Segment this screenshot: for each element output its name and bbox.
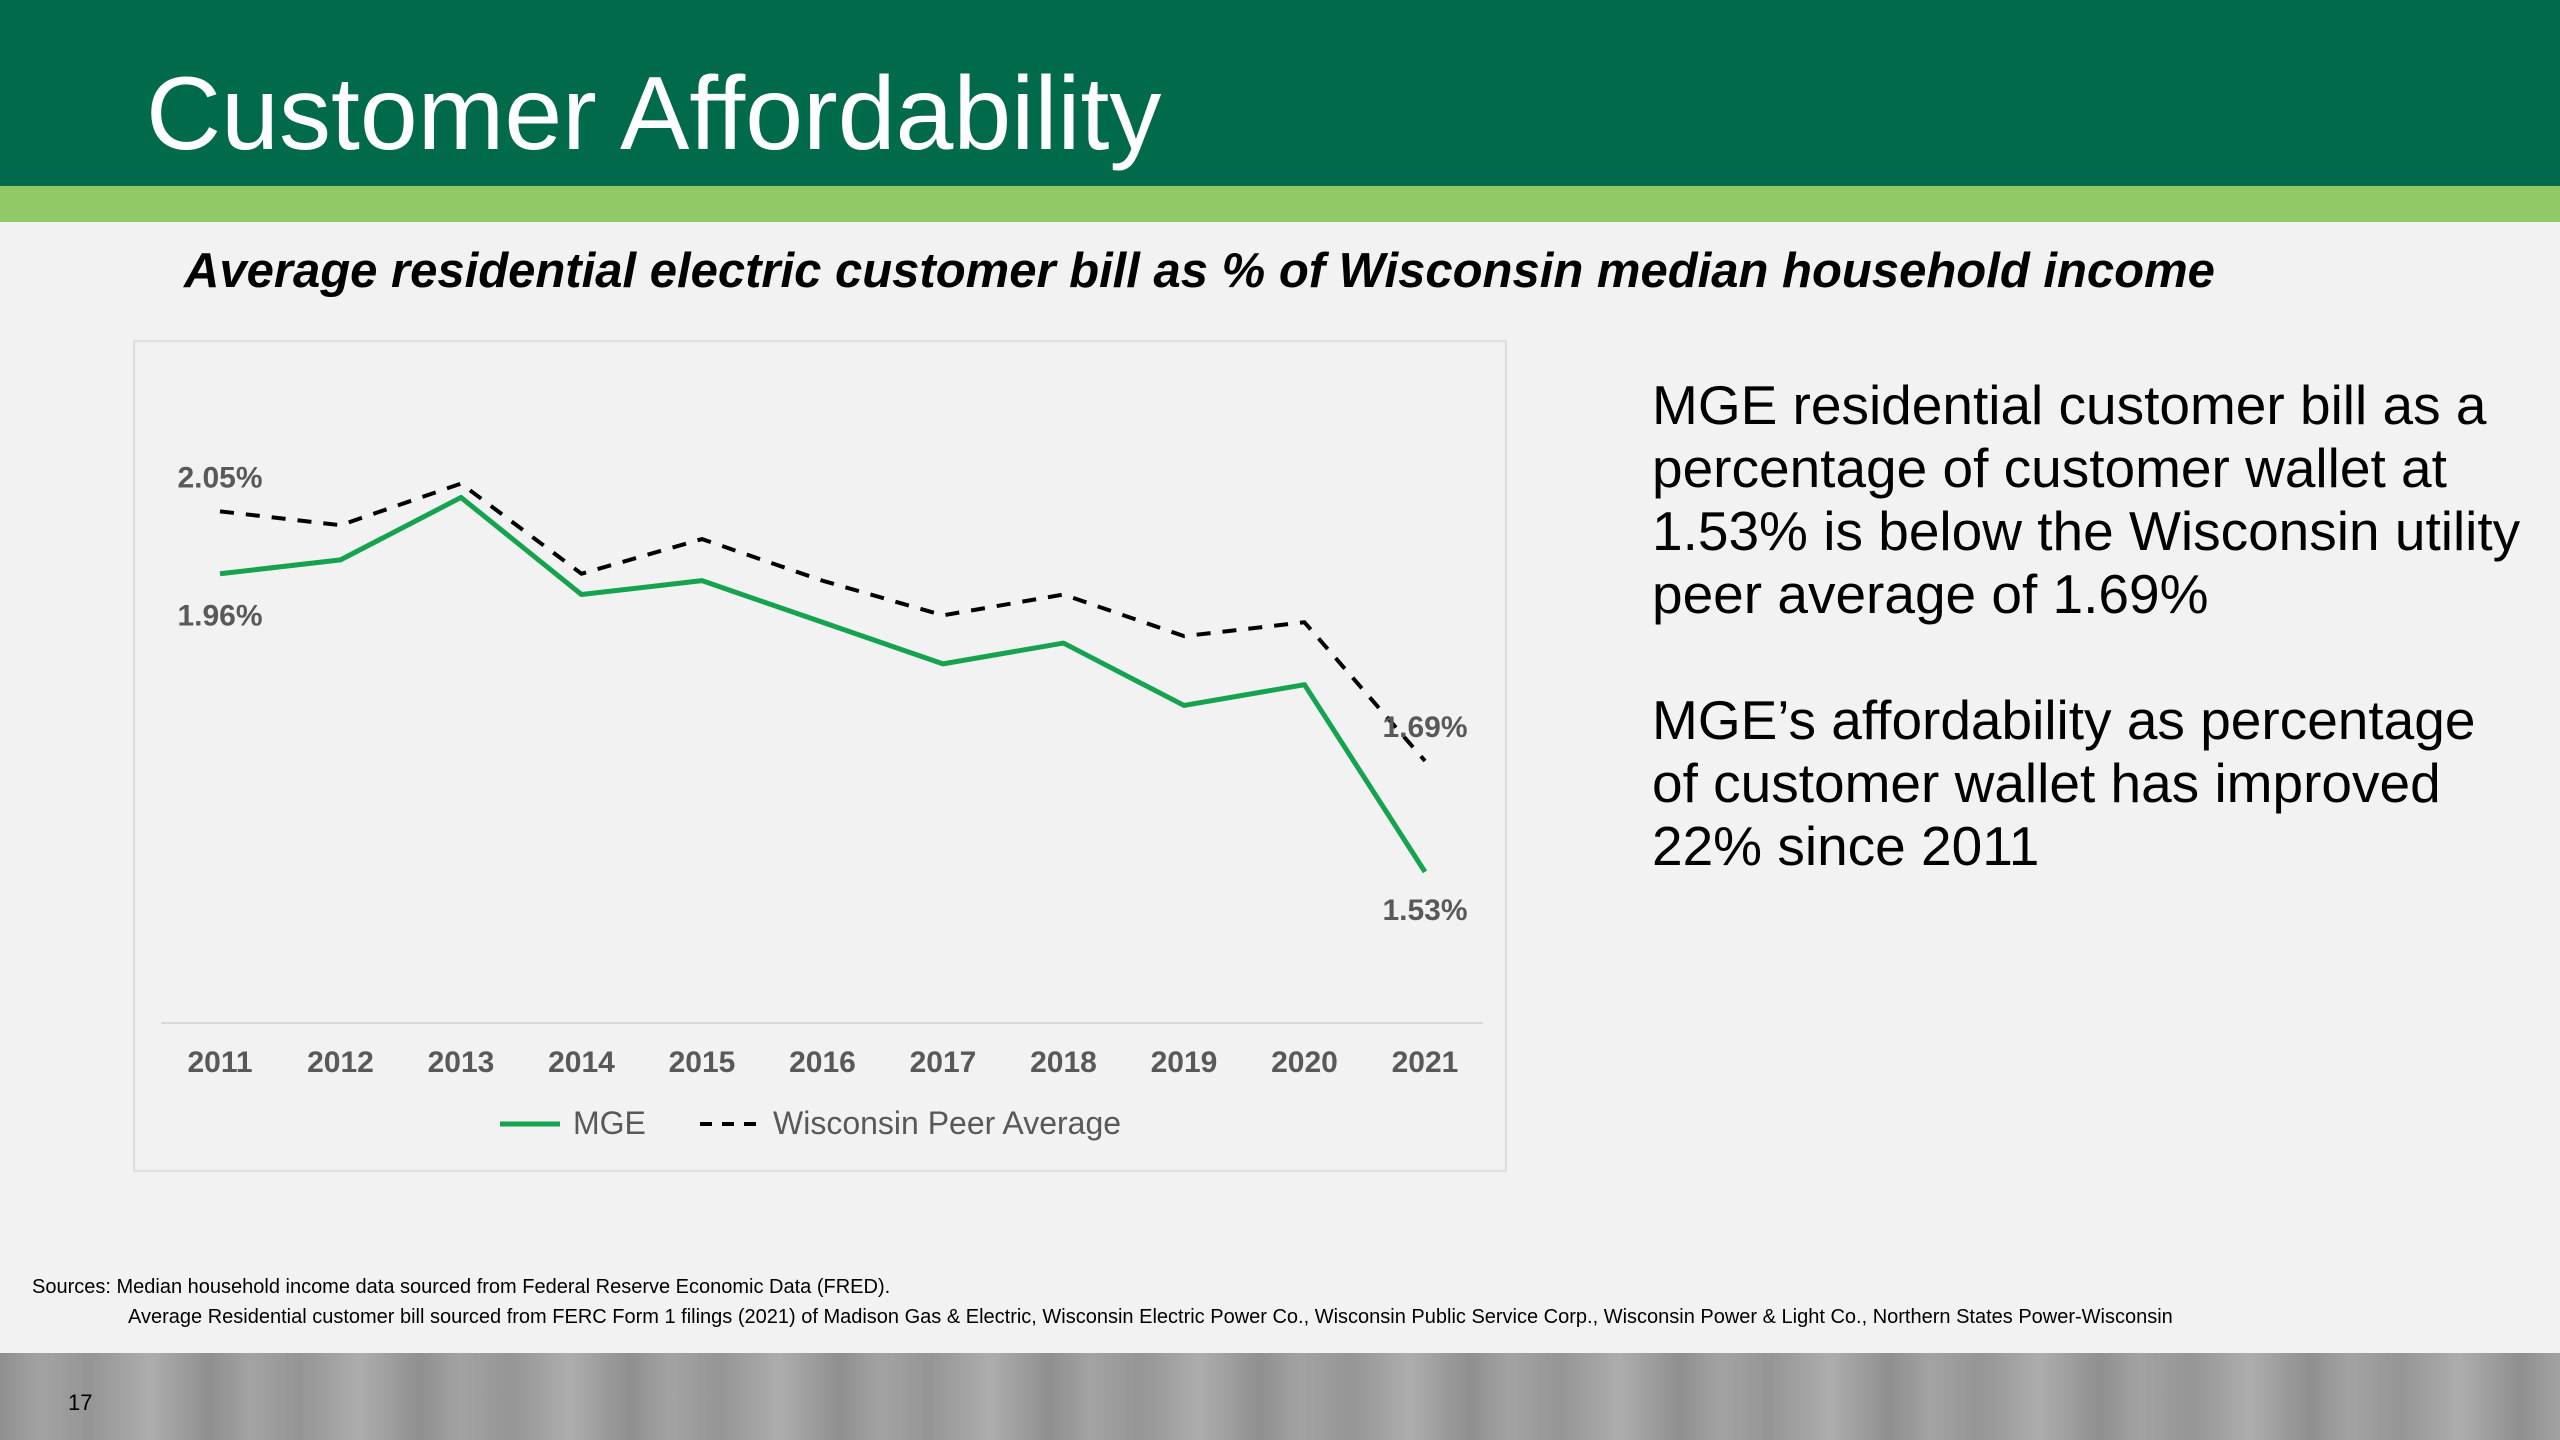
x-tick-label: 2021: [1392, 1046, 1459, 1079]
data-label: 1.69%: [1382, 711, 1467, 744]
sources-note: Sources: Median household income data so…: [32, 1272, 2173, 1332]
line-chart: 2011 2012 2013 2014 2015 2016 2017 2018 2019 2020…: [161, 461, 1483, 1141]
chart-area: 2011 2012 2013 2014 2015 2016 2017 2018 2019 2020…: [133, 340, 1507, 1172]
x-tick-label: 2013: [428, 1046, 495, 1079]
x-tick-label: 2018: [1030, 1046, 1097, 1079]
x-tick-label: 2016: [789, 1046, 856, 1079]
series-line-peer-average: [219, 481, 1427, 763]
chart-subtitle: Average residential electric customer bi…: [184, 244, 2215, 298]
data-label: 1.53%: [1382, 894, 1467, 927]
page-number: 17: [68, 1390, 93, 1415]
x-tick-label: 2012: [307, 1046, 374, 1079]
x-tick-label: 2019: [1151, 1046, 1218, 1079]
takeaway-1: MGE residential customer bill as a perce…: [1652, 374, 2521, 625]
x-tick-label: 2015: [669, 1046, 736, 1079]
x-tick-label: 2020: [1271, 1046, 1338, 1079]
page-title: Customer Affordability: [146, 56, 1162, 172]
takeaway-2: MGE’s affordability as percentage of cus…: [1652, 689, 2476, 877]
sources-line-2: Average Residential customer bill source…: [128, 1306, 2173, 1328]
data-label: 1.96%: [177, 600, 262, 633]
x-tick-label: 2011: [187, 1046, 252, 1079]
legend-label: MGE: [573, 1105, 646, 1141]
data-label: 2.05%: [177, 461, 262, 494]
legend-label: Wisconsin Peer Average: [773, 1105, 1121, 1141]
x-tick-label: 2017: [910, 1046, 977, 1079]
series-line-mge: [219, 494, 1428, 874]
title-banner: [0, 0, 2560, 186]
accent-bar: [0, 186, 2560, 222]
key-takeaways: MGE residential customer bill as a perce…: [1652, 374, 2522, 941]
x-tick-label: 2014: [548, 1046, 615, 1079]
sources-line-1: Sources: Median household income data so…: [32, 1276, 891, 1298]
footer-texture: [0, 1353, 2560, 1440]
